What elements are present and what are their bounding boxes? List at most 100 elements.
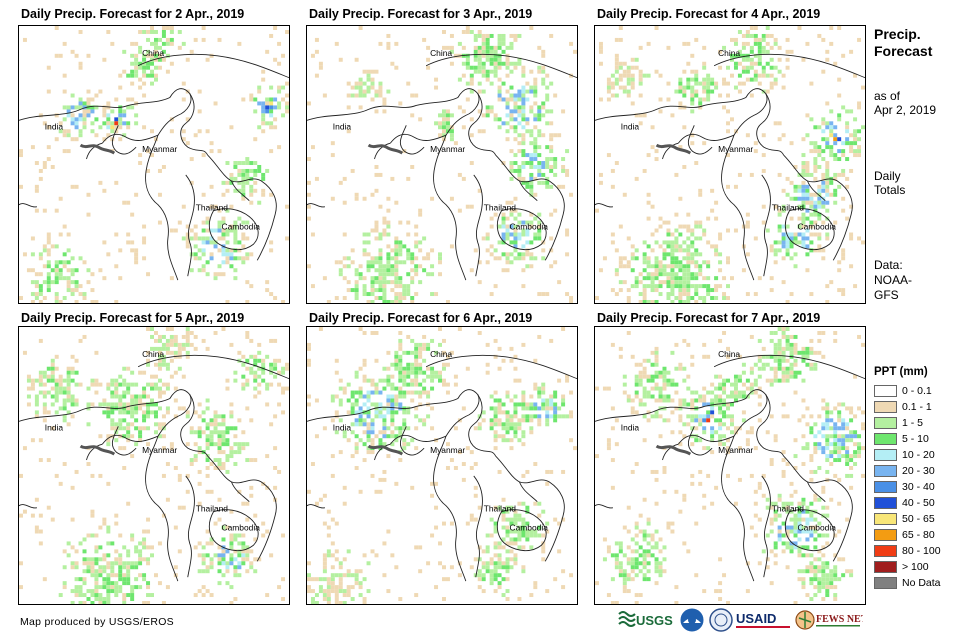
precip-cell [394, 200, 399, 205]
precip-cell [513, 244, 518, 249]
precip-cell [358, 93, 363, 98]
precip-cell [690, 296, 695, 300]
precip-cell [553, 164, 558, 169]
precip-cell [94, 350, 99, 355]
precip-cell [209, 561, 214, 566]
precip-cell [253, 513, 258, 518]
precip-cell [46, 280, 51, 285]
precip-cell [757, 394, 762, 399]
coastline-delta [367, 444, 404, 456]
precip-cell [173, 414, 178, 419]
precip-cell [654, 26, 659, 30]
precip-cell [710, 382, 715, 387]
precip-cell [449, 133, 454, 138]
precip-cell [666, 394, 671, 399]
precip-cell [62, 386, 67, 391]
precip-cell [229, 414, 234, 419]
precip-cell [545, 85, 550, 90]
precip-cell [177, 220, 182, 225]
precip-cell [706, 418, 711, 423]
precip-cell [122, 577, 127, 582]
precip-cell [169, 334, 174, 339]
precip-cell [150, 398, 154, 403]
precip-cell [386, 268, 391, 273]
precip-cell [134, 426, 139, 431]
precip-cell [817, 188, 822, 193]
precip-cell [658, 386, 663, 391]
precip-cell [690, 109, 695, 114]
precip-cell [473, 485, 478, 490]
precip-cell [545, 406, 550, 411]
precip-cell [817, 153, 822, 158]
precip-cell [410, 296, 415, 300]
precip-cell [529, 153, 534, 158]
precip-cell [741, 390, 746, 395]
precip-cell [722, 442, 727, 447]
precip-cell [821, 220, 826, 225]
precip-cell [509, 346, 514, 351]
precip-cell [114, 561, 119, 566]
precip-cell [658, 398, 663, 403]
precip-cell [253, 569, 258, 574]
precip-cell [378, 41, 383, 46]
precip-cell [785, 565, 790, 570]
precip-cell [686, 212, 691, 217]
precip-cell [837, 418, 842, 423]
precip-cell [626, 93, 631, 98]
precip-cell [845, 446, 850, 451]
precip-cell [813, 248, 818, 253]
precip-cell [225, 228, 230, 233]
precip-cell [370, 276, 375, 281]
precip-cell [382, 280, 387, 285]
precip-cell [690, 272, 695, 277]
precip-cell [414, 268, 419, 273]
precip-cell [38, 374, 43, 379]
precip-cell [102, 410, 107, 415]
precip-cell [686, 264, 691, 269]
precip-cell [513, 541, 518, 546]
precip-cell [517, 517, 522, 522]
precip-cell [477, 89, 482, 94]
precip-cell [817, 33, 822, 38]
precip-cell [285, 105, 289, 110]
precip-cell [598, 41, 603, 46]
precip-cell [706, 473, 711, 478]
precip-cell [837, 172, 842, 177]
precip-cell [406, 256, 411, 261]
precip-cell [205, 346, 210, 351]
precip-cell [809, 204, 814, 209]
precip-cell [90, 109, 95, 114]
precip-cell [110, 541, 115, 546]
precip-cell [694, 93, 699, 98]
precip-cell [801, 232, 806, 237]
precip-cell [185, 334, 190, 339]
precip-cell [142, 426, 147, 431]
precip-cell [185, 141, 190, 146]
precip-cell [817, 446, 822, 451]
precip-cell [241, 354, 246, 359]
precip-cell [118, 565, 123, 570]
precip-cell [38, 541, 43, 546]
precip-cell [841, 141, 846, 146]
precip-cell [861, 446, 865, 451]
precip-cell [473, 33, 478, 38]
precip-cell [698, 272, 703, 277]
precip-cell [730, 382, 734, 387]
precip-cell [257, 374, 262, 379]
precip-cell [426, 561, 431, 566]
precip-cell [46, 157, 51, 162]
precip-cell [442, 378, 446, 383]
precip-cell [193, 224, 198, 229]
precip-cell [853, 454, 858, 459]
precip-cell [150, 61, 154, 66]
precip-cell [509, 200, 514, 205]
precip-cell [757, 61, 762, 66]
precip-cell [626, 296, 631, 300]
precip-cell [529, 402, 534, 407]
precip-cell [66, 422, 71, 427]
precip-cell [118, 585, 123, 590]
precip-cell [46, 232, 51, 237]
precip-cell [525, 505, 530, 510]
precip-cell [805, 354, 810, 359]
precip-cell [382, 422, 387, 427]
